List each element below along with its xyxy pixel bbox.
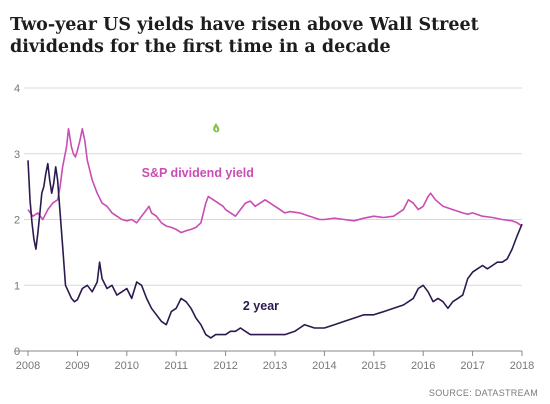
x-tick-label: 2012: [213, 360, 237, 372]
y-tick-label: 0: [14, 346, 20, 358]
x-tick-label: 2013: [263, 360, 287, 372]
gridlines: [24, 87, 522, 286]
sp-dividend-yield-label: S&P dividend yield: [142, 166, 254, 180]
two-year-yield-label: 2 year: [243, 299, 279, 313]
chart-title: Two-year US yields have risen above Wall…: [10, 15, 479, 57]
y-tick-label: 1: [14, 280, 20, 292]
flame-logo-icon: [213, 123, 220, 133]
y-tick-label: 3: [14, 149, 20, 161]
x-tick-label: 2011: [164, 360, 188, 372]
x-axis-ticks: 2008 2009 2010 2011 2012 2013 2014 2015 2016 2017…: [16, 351, 534, 372]
y-tick-label: 4: [14, 83, 20, 95]
x-tick-label: 2008: [16, 360, 40, 372]
x-tick-label: 2014: [312, 360, 336, 372]
x-tick-label: 2017: [460, 360, 484, 372]
series-lines: [27, 128, 523, 339]
y-tick-label: 2: [14, 215, 20, 227]
x-tick-label: 2016: [411, 360, 435, 372]
sp-dividend-yield-line: [27, 128, 523, 234]
x-tick-label: 2015: [362, 360, 386, 372]
x-tick-label: 2009: [65, 360, 89, 372]
source-note: SOURCE: DATASTREAM: [428, 388, 538, 398]
y-axis-ticks: 0 1 2 3 4: [14, 83, 20, 358]
series-labels: S&P dividend yield 2 year: [142, 166, 280, 313]
x-tick-label: 2010: [115, 360, 139, 372]
x-tick-label: 2018: [510, 360, 534, 372]
two-year-yield-line: [27, 160, 523, 339]
